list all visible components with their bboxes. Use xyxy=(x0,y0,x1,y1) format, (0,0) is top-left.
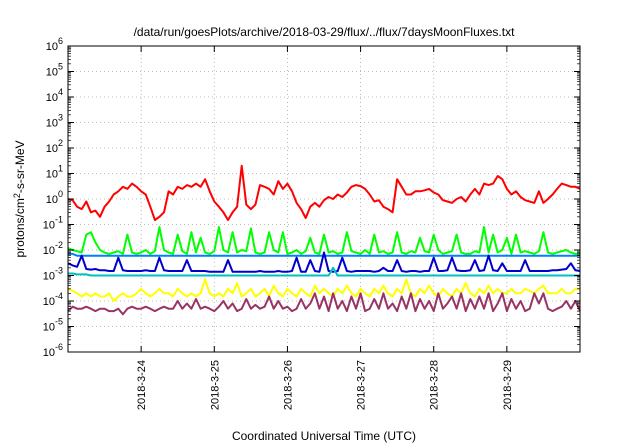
x-tick-label: 2018-3-28 xyxy=(429,360,441,410)
y-axis-label-base: protons/cm xyxy=(13,198,27,257)
x-tick-label: 2018-3-27 xyxy=(356,360,368,410)
x-tick-label: 2018-3-29 xyxy=(502,360,514,410)
y-tick-label: 100 xyxy=(46,189,63,206)
y-tick-label: 10-5 xyxy=(43,317,63,334)
y-tick-label: 101 xyxy=(46,164,63,181)
series-line-4 xyxy=(67,251,581,273)
y-tick-label: 10-6 xyxy=(43,342,63,359)
series-line-6 xyxy=(67,278,580,302)
data-series-group xyxy=(67,164,581,316)
y-axis-label-rest: -s-sr-MeV xyxy=(13,140,27,193)
y-tick-labels: 10-6 10-5 10-4 10-3 10-2 10-1 100 101 102 103 104 1… xyxy=(43,36,63,359)
series-line-7 xyxy=(67,292,581,316)
y-tick-label: 10-3 xyxy=(43,266,63,283)
axis-ticks xyxy=(68,45,580,353)
x-axis-label: Coordinated Universal Time (UTC) xyxy=(232,429,416,443)
y-tick-label: 106 xyxy=(46,36,63,53)
x-tick-label: 2018-3-24 xyxy=(136,360,148,410)
x-tick-label: 2018-3-26 xyxy=(282,360,294,410)
y-axis-label-sup: 2 xyxy=(12,193,22,198)
series-line-1 xyxy=(67,164,581,221)
y-tick-label: 10-2 xyxy=(43,240,63,257)
x-tick-labels: 2018-3-24 2018-3-25 2018-3-26 2018-3-27 2018… xyxy=(136,360,514,410)
y-axis-label: protons/cm2-s-sr-MeV xyxy=(12,140,27,257)
y-tick-label: 103 xyxy=(46,113,63,130)
series-line-5 xyxy=(68,266,580,277)
chart-title: /data/run/goesPlots/archive/2018-03-29/f… xyxy=(134,25,516,39)
y-tick-label: 105 xyxy=(46,62,63,79)
y-tick-label: 102 xyxy=(46,138,63,155)
y-tick-label: 10-4 xyxy=(43,291,63,308)
x-tick-label: 2018-3-25 xyxy=(209,360,221,410)
y-tick-label: 104 xyxy=(46,87,63,104)
y-tick-label: 10-1 xyxy=(43,215,63,232)
series-line-2 xyxy=(67,226,580,255)
